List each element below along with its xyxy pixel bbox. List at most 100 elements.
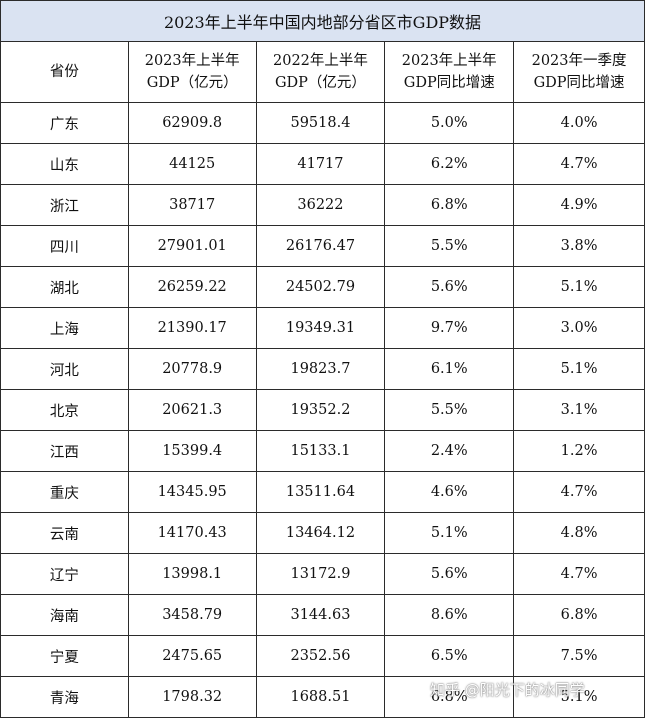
header-line-1: 2023年上半年 xyxy=(401,53,497,69)
header-gdp-2022h1: 2022年上半年 GDP（亿元） xyxy=(255,41,386,103)
cell-growth-2023h1: 5.0% xyxy=(384,102,515,144)
cell-growth-2023q1: 5.1% xyxy=(513,266,645,308)
header-line-2: GDP同比增速 xyxy=(403,75,495,91)
cell-growth-2023h1: 6.5% xyxy=(384,635,515,677)
header-line-2: GDP（亿元） xyxy=(146,75,238,91)
cell-gdp-2022h1: 26176.47 xyxy=(255,225,386,267)
cell-gdp-2023h1: 27901.01 xyxy=(127,225,257,267)
header-growth-2023q1: 2023年一季度 GDP同比增速 xyxy=(513,41,645,103)
cell-gdp-2023h1: 2475.65 xyxy=(127,635,257,677)
cell-growth-2023q1: 4.7% xyxy=(513,143,645,185)
table-row: 上海 21390.17 19349.31 9.7% 3.0% xyxy=(0,307,645,349)
cell-gdp-2023h1: 13998.1 xyxy=(127,553,257,595)
cell-growth-2023h1: 5.5% xyxy=(384,389,515,431)
cell-gdp-2022h1: 3144.63 xyxy=(255,594,386,636)
cell-gdp-2023h1: 20621.3 xyxy=(127,389,257,431)
cell-growth-2023h1: 4.6% xyxy=(384,471,515,513)
cell-growth-2023q1: 4.8% xyxy=(513,512,645,554)
table-row: 云南 14170.43 13464.12 5.1% 4.8% xyxy=(0,512,645,554)
cell-province: 河北 xyxy=(0,348,129,390)
cell-growth-2023h1: 9.7% xyxy=(384,307,515,349)
cell-gdp-2023h1: 14170.43 xyxy=(127,512,257,554)
cell-province: 山东 xyxy=(0,143,129,185)
watermark: 知乎 @阳光下的冰同学 xyxy=(430,681,585,699)
cell-growth-2023q1: 3.1% xyxy=(513,389,645,431)
cell-gdp-2023h1: 14345.95 xyxy=(127,471,257,513)
table-row: 山东 44125 41717 6.2% 4.7% xyxy=(0,143,645,185)
cell-province: 青海 xyxy=(0,676,129,718)
table-row: 广东 62909.8 59518.4 5.0% 4.0% xyxy=(0,102,645,144)
cell-growth-2023q1: 7.5% xyxy=(513,635,645,677)
header-line-2: GDP同比增速 xyxy=(533,75,625,91)
cell-province: 四川 xyxy=(0,225,129,267)
table-title-row: 2023年上半年中国内地部分省区市GDP数据 xyxy=(0,0,645,42)
table-row: 辽宁 13998.1 13172.9 5.6% 4.7% xyxy=(0,553,645,595)
cell-province: 广东 xyxy=(0,102,129,144)
header-line-2: GDP（亿元） xyxy=(274,75,366,91)
cell-growth-2023h1: 5.6% xyxy=(384,553,515,595)
cell-province: 海南 xyxy=(0,594,129,636)
cell-gdp-2022h1: 36222 xyxy=(255,184,386,226)
header-line-1: 2023年一季度 xyxy=(531,53,627,69)
cell-province: 湖北 xyxy=(0,266,129,308)
table-row: 浙江 38717 36222 6.8% 4.9% xyxy=(0,184,645,226)
cell-growth-2023q1: 4.7% xyxy=(513,471,645,513)
cell-gdp-2022h1: 41717 xyxy=(255,143,386,185)
table-row: 重庆 14345.95 13511.64 4.6% 4.7% xyxy=(0,471,645,513)
header-province: 省份 xyxy=(0,41,129,103)
cell-gdp-2022h1: 19352.2 xyxy=(255,389,386,431)
cell-province: 云南 xyxy=(0,512,129,554)
table-row: 江西 15399.4 15133.1 2.4% 1.2% xyxy=(0,430,645,472)
cell-gdp-2023h1: 15399.4 xyxy=(127,430,257,472)
table-row: 海南 3458.79 3144.63 8.6% 6.8% xyxy=(0,594,645,636)
header-line-1: 省份 xyxy=(49,64,79,80)
cell-gdp-2023h1: 21390.17 xyxy=(127,307,257,349)
table-row: 湖北 26259.22 24502.79 5.6% 5.1% xyxy=(0,266,645,308)
cell-growth-2023h1: 5.1% xyxy=(384,512,515,554)
cell-growth-2023q1: 3.0% xyxy=(513,307,645,349)
cell-province: 北京 xyxy=(0,389,129,431)
table-title: 2023年上半年中国内地部分省区市GDP数据 xyxy=(0,0,645,42)
cell-gdp-2022h1: 19349.31 xyxy=(255,307,386,349)
cell-growth-2023h1: 6.2% xyxy=(384,143,515,185)
cell-gdp-2022h1: 19823.7 xyxy=(255,348,386,390)
cell-gdp-2023h1: 26259.22 xyxy=(127,266,257,308)
table-row: 北京 20621.3 19352.2 5.5% 3.1% xyxy=(0,389,645,431)
header-line-1: 2022年上半年 xyxy=(273,53,368,69)
cell-gdp-2022h1: 2352.56 xyxy=(255,635,386,677)
cell-gdp-2023h1: 3458.79 xyxy=(127,594,257,636)
cell-growth-2023h1: 5.6% xyxy=(384,266,515,308)
cell-growth-2023h1: 6.1% xyxy=(384,348,515,390)
cell-growth-2023q1: 5.1% xyxy=(513,348,645,390)
header-growth-2023h1: 2023年上半年 GDP同比增速 xyxy=(384,41,515,103)
cell-growth-2023q1: 4.9% xyxy=(513,184,645,226)
cell-province: 重庆 xyxy=(0,471,129,513)
cell-province: 上海 xyxy=(0,307,129,349)
table-row: 河北 20778.9 19823.7 6.1% 5.1% xyxy=(0,348,645,390)
cell-growth-2023q1: 4.0% xyxy=(513,102,645,144)
cell-growth-2023h1: 2.4% xyxy=(384,430,515,472)
cell-growth-2023q1: 5.1% xyxy=(513,676,645,718)
cell-gdp-2022h1: 1688.51 xyxy=(255,676,386,718)
cell-gdp-2023h1: 1798.32 xyxy=(127,676,257,718)
cell-growth-2023h1: 8.6% xyxy=(384,594,515,636)
cell-growth-2023q1: 1.2% xyxy=(513,430,645,472)
cell-gdp-2023h1: 20778.9 xyxy=(127,348,257,390)
cell-gdp-2022h1: 13464.12 xyxy=(255,512,386,554)
header-line-1: 2023年上半年 xyxy=(144,53,240,69)
cell-growth-2023h1: 5.5% xyxy=(384,225,515,267)
cell-gdp-2022h1: 15133.1 xyxy=(255,430,386,472)
cell-growth-2023q1: 6.8% xyxy=(513,594,645,636)
table-header-row: 省份 2023年上半年 GDP（亿元） 2022年上半年 GDP（亿元） 2023年上半年… xyxy=(0,41,645,103)
cell-growth-2023q1: 3.8% xyxy=(513,225,645,267)
table-row: 青海 1798.32 1688.51 6.8% 5.1% xyxy=(0,676,645,718)
cell-gdp-2022h1: 13511.64 xyxy=(255,471,386,513)
cell-gdp-2022h1: 13172.9 xyxy=(255,553,386,595)
cell-province: 辽宁 xyxy=(0,553,129,595)
header-gdp-2023h1: 2023年上半年 GDP（亿元） xyxy=(127,41,257,103)
cell-province: 浙江 xyxy=(0,184,129,226)
cell-gdp-2023h1: 38717 xyxy=(127,184,257,226)
cell-growth-2023h1: 6.8% xyxy=(384,184,515,226)
cell-gdp-2023h1: 62909.8 xyxy=(127,102,257,144)
cell-province: 宁夏 xyxy=(0,635,129,677)
